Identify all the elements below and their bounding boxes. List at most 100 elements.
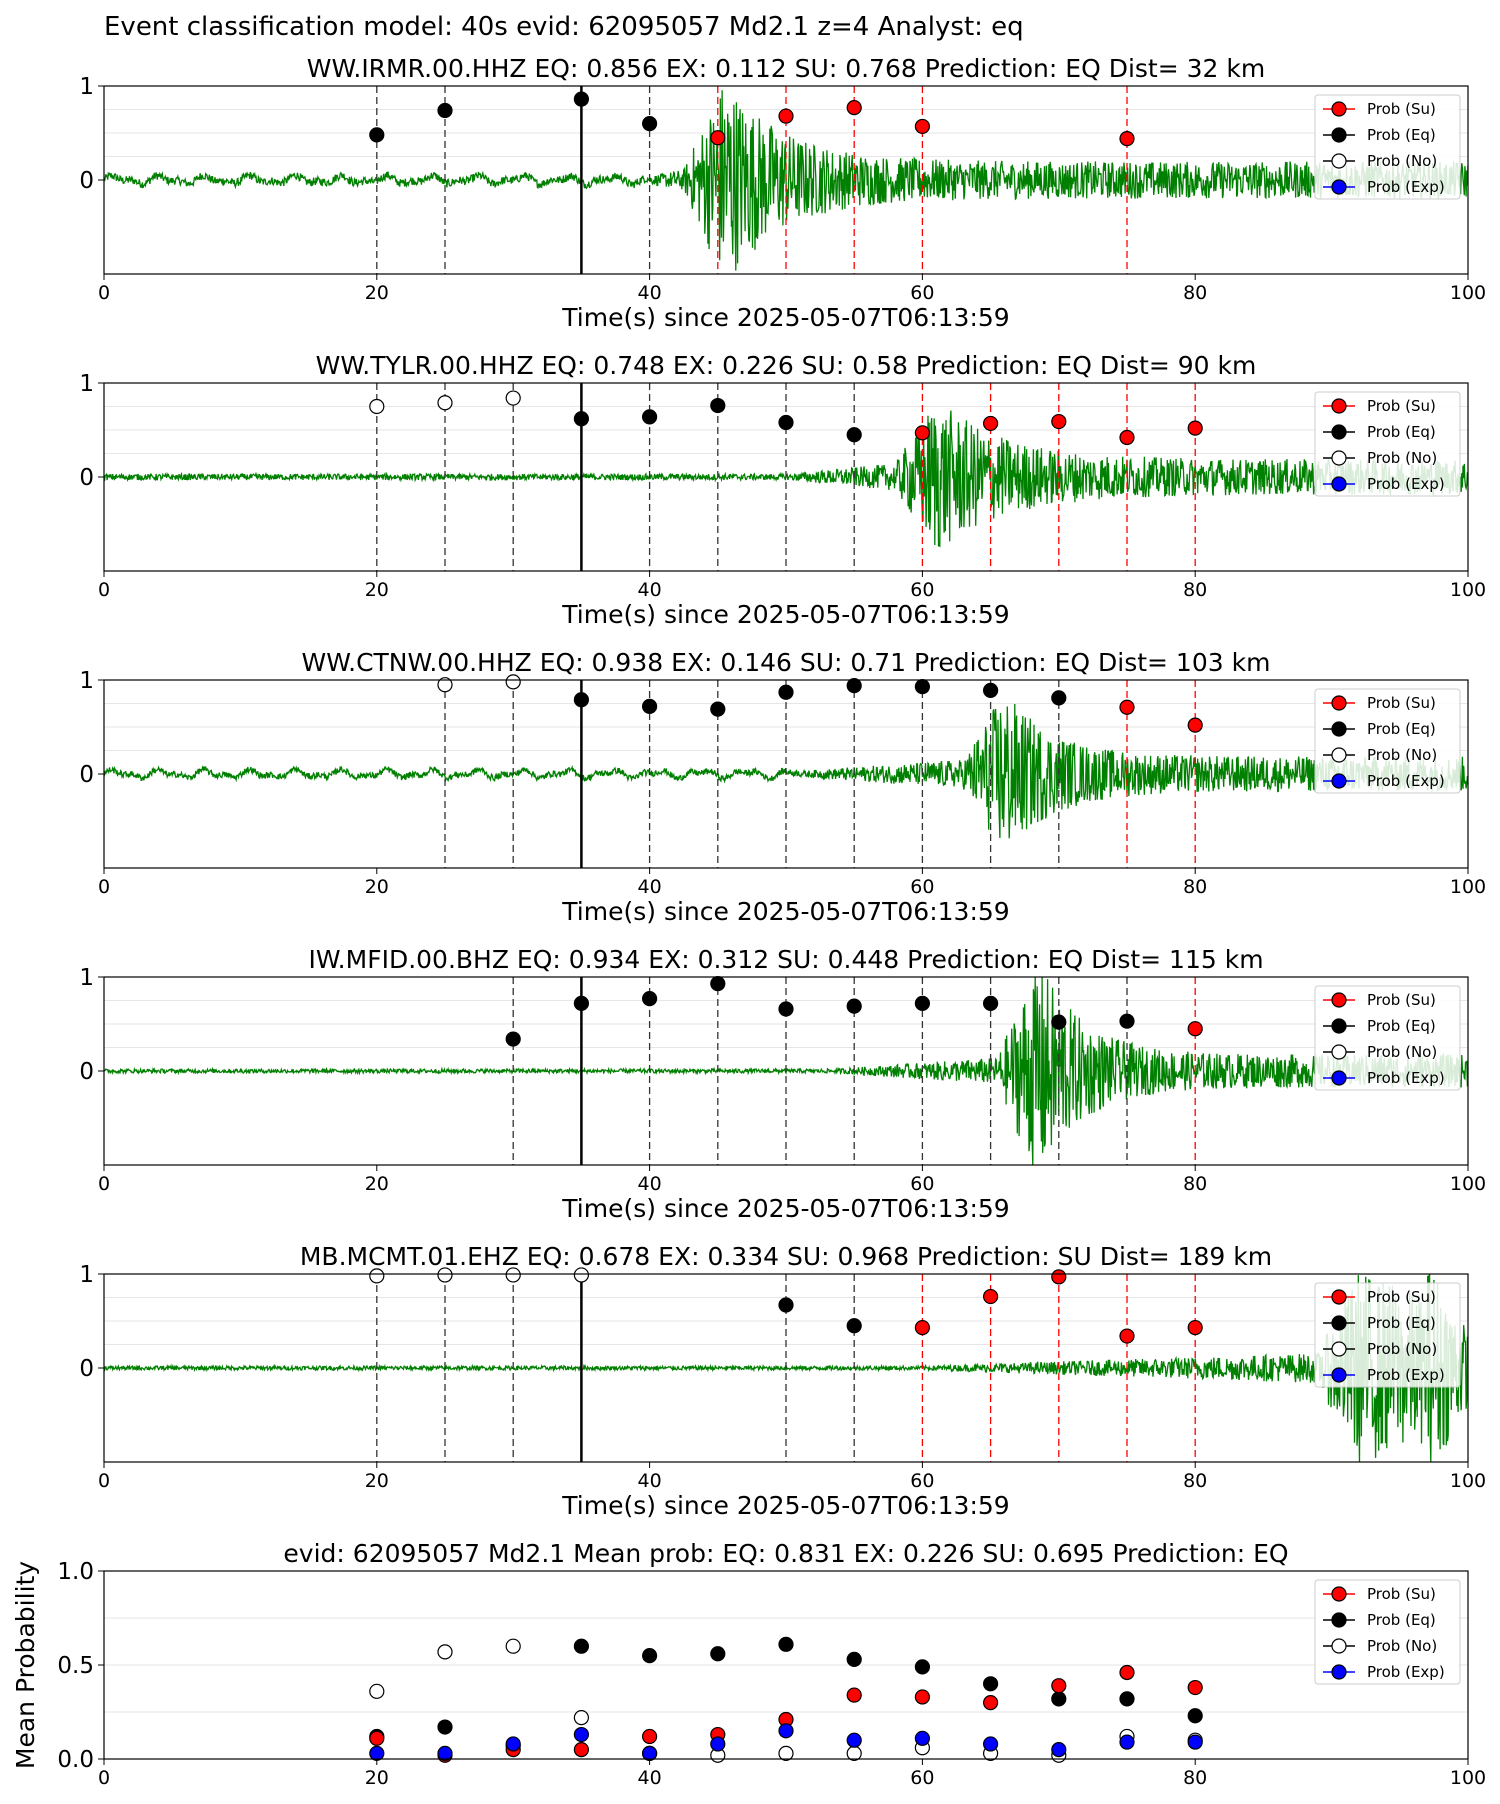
- x-tick-label: 0: [98, 579, 110, 601]
- x-axis-label: Time(s) since 2025-05-07T06:13:59: [561, 1491, 1009, 1520]
- prob-point-eq: [778, 1001, 794, 1017]
- prob-point-no: [437, 677, 453, 693]
- x-tick-label: 80: [1183, 1470, 1207, 1492]
- prob-point-eq: [846, 427, 862, 443]
- prob-point-su: [1187, 717, 1203, 733]
- mean-point-exp: [710, 1736, 726, 1752]
- mean-point-su: [1187, 1679, 1203, 1696]
- prob-point-eq: [641, 409, 658, 425]
- x-tick-label: 60: [910, 1173, 934, 1195]
- prob-point-eq: [914, 678, 931, 695]
- legend-label: Prob (Su): [1367, 991, 1436, 1009]
- legend-label: Prob (Exp): [1367, 1663, 1445, 1681]
- prob-point-eq: [573, 411, 590, 427]
- mean-point-eq: [914, 1659, 931, 1675]
- legend-marker: [1331, 179, 1347, 195]
- legend-marker: [1331, 153, 1347, 169]
- mean-point-eq: [778, 1636, 794, 1652]
- prob-point-su: [914, 118, 931, 135]
- prob-point-eq: [710, 397, 726, 414]
- prob-point-su: [846, 100, 862, 116]
- x-axis-label: Time(s) since 2025-05-07T06:13:59: [561, 1194, 1009, 1223]
- mean-point-eq: [846, 1651, 862, 1667]
- legend-box: [1314, 985, 1461, 1091]
- figure-title: Event classification model: 40s evid: 62…: [104, 12, 1024, 42]
- prob-point-no: [573, 1267, 590, 1283]
- prob-point-su: [914, 1319, 931, 1336]
- legend-marker: [1331, 1367, 1347, 1383]
- legend-label: Prob (Eq): [1367, 423, 1436, 441]
- y-tick-label: 0.5: [57, 1653, 94, 1679]
- x-tick-label: 80: [1183, 579, 1207, 601]
- x-axis-label: Time(s) since 2025-05-07T06:13:59: [561, 897, 1009, 926]
- prob-point-eq: [641, 991, 658, 1007]
- legend-marker: [1331, 101, 1347, 117]
- x-tick-label: 80: [1183, 282, 1207, 304]
- prob-point-eq: [1051, 1014, 1067, 1030]
- prob-point-su: [1187, 1021, 1203, 1037]
- prob-point-eq: [573, 91, 590, 107]
- mean-point-su: [369, 1730, 385, 1746]
- x-axis-label: Time(s) since 2025-05-07T06:13:59: [561, 600, 1009, 629]
- legend-label: Prob (No): [1367, 1043, 1437, 1061]
- y-tick-label: 0: [79, 1059, 94, 1085]
- legend-marker: [1331, 695, 1347, 711]
- x-tick-label: 80: [1183, 1767, 1207, 1789]
- y-tick-label: 0: [79, 1356, 94, 1382]
- x-tick-label: 60: [910, 1470, 934, 1492]
- prob-point-eq: [846, 1318, 862, 1334]
- subplot-title: WW.TYLR.00.HHZ EQ: 0.748 EX: 0.226 SU: 0…: [316, 351, 1257, 380]
- legend-marker: [1331, 398, 1347, 414]
- legend-label: Prob (Exp): [1367, 1069, 1445, 1087]
- mean-point-exp: [914, 1730, 931, 1746]
- legend-marker: [1331, 747, 1347, 763]
- subplot-title: IW.MFID.00.BHZ EQ: 0.934 EX: 0.312 SU: 0…: [308, 945, 1263, 974]
- mean-point-no: [846, 1745, 862, 1761]
- prob-point-no: [437, 1267, 453, 1283]
- mean-point-exp: [505, 1736, 521, 1752]
- prob-point-su: [982, 415, 999, 432]
- y-tick-label: 1: [79, 74, 94, 100]
- prob-point-eq: [1051, 690, 1067, 706]
- prob-point-no: [505, 674, 521, 690]
- mean-point-su: [982, 1694, 999, 1711]
- legend-marker: [1331, 1044, 1347, 1060]
- x-tick-label: 100: [1450, 1767, 1486, 1789]
- legend-label: Prob (No): [1367, 1637, 1437, 1655]
- prob-point-su: [1119, 131, 1135, 147]
- legend-marker: [1331, 1612, 1347, 1628]
- mean-point-eq: [1119, 1691, 1135, 1707]
- mean-point-no: [437, 1644, 453, 1660]
- x-tick-label: 0: [98, 876, 110, 898]
- subplot-2: Prob (Su) Prob (Eq) Prob (No) Prob (Exp) 0 20…: [79, 351, 1486, 629]
- legend-box: [1314, 391, 1461, 497]
- subplot-title: WW.IRMR.00.HHZ EQ: 0.856 EX: 0.112 SU: 0…: [307, 54, 1265, 83]
- x-tick-label: 0: [98, 1470, 110, 1492]
- x-tick-label: 20: [365, 1767, 389, 1789]
- prob-point-su: [1187, 420, 1203, 436]
- legend-marker: [1331, 476, 1347, 492]
- prob-point-eq: [982, 682, 999, 698]
- subplot-6: Prob (Su) Prob (Eq) Prob (No) Prob (Exp) 0 20…: [11, 1539, 1486, 1789]
- legend-label: Prob (No): [1367, 152, 1437, 170]
- waveform-trace: [103, 976, 1469, 1166]
- x-tick-label: 80: [1183, 876, 1207, 898]
- mean-point-no: [778, 1745, 794, 1761]
- prob-point-su: [914, 425, 931, 441]
- legend-marker: [1331, 992, 1347, 1008]
- x-tick-label: 60: [910, 1767, 934, 1789]
- mean-point-eq: [437, 1719, 453, 1735]
- subplot-4: Prob (Su) Prob (Eq) Prob (No) Prob (Exp) 0 20…: [79, 945, 1486, 1223]
- prob-point-su: [1051, 1269, 1067, 1285]
- x-tick-label: 0: [98, 282, 110, 304]
- x-tick-label: 60: [910, 876, 934, 898]
- prob-point-eq: [369, 127, 385, 143]
- y-axis-label: Mean Probability: [11, 1561, 40, 1769]
- prob-point-su: [710, 130, 726, 146]
- mean-point-eq: [1187, 1708, 1203, 1724]
- legend-marker: [1331, 1315, 1347, 1331]
- legend-label: Prob (No): [1367, 1340, 1437, 1358]
- legend-label: Prob (Exp): [1367, 772, 1445, 790]
